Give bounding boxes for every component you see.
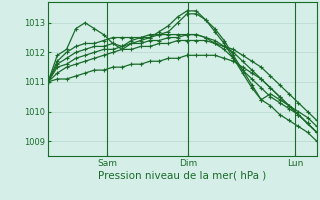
X-axis label: Pression niveau de la mer( hPa ): Pression niveau de la mer( hPa ) (98, 171, 267, 181)
